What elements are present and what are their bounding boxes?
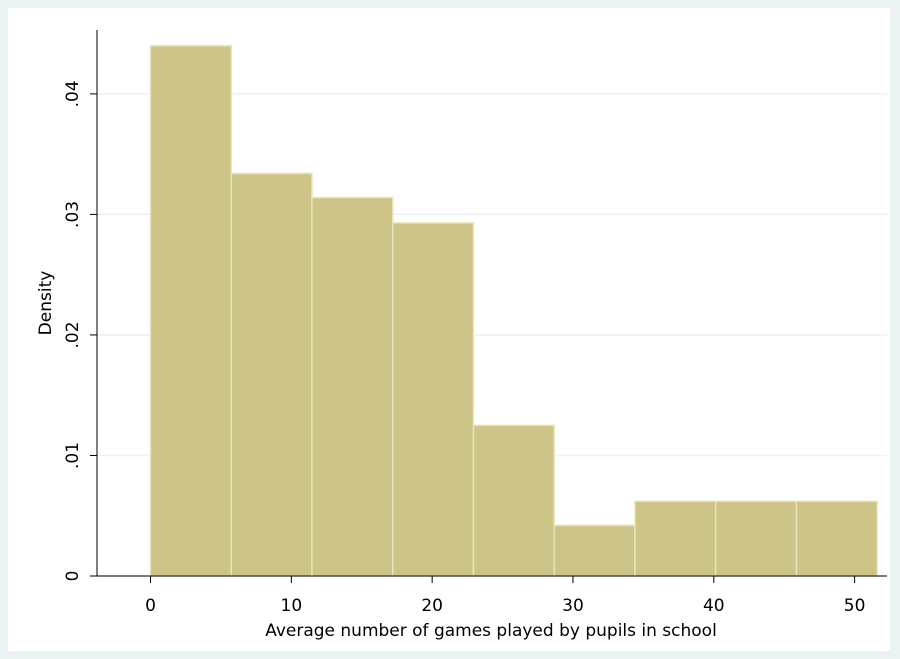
bar [391,222,475,577]
x-tick-label: 10 [281,596,303,616]
y-tick-label: .03 [63,201,83,228]
y-tick-label: .04 [63,80,83,107]
x-axis-title: Average number of games played by pupils… [265,621,717,641]
x-tick-label: 0 [145,596,156,616]
x-tick-label: 50 [844,596,866,616]
bar [795,500,878,577]
y-tick-label: .02 [63,321,83,348]
bar [714,500,798,577]
bar [553,524,636,577]
bar [149,44,232,577]
bar [634,500,717,577]
bar [311,196,394,577]
y-tick-label: .01 [63,442,83,469]
y-axis-title: Density [36,271,56,336]
x-tick-label: 40 [703,596,725,616]
x-tick-label: 20 [421,596,443,616]
bar [472,424,555,577]
x-tick-label: 30 [562,596,584,616]
y-tick-label: 0 [63,571,83,582]
bar [230,172,313,577]
